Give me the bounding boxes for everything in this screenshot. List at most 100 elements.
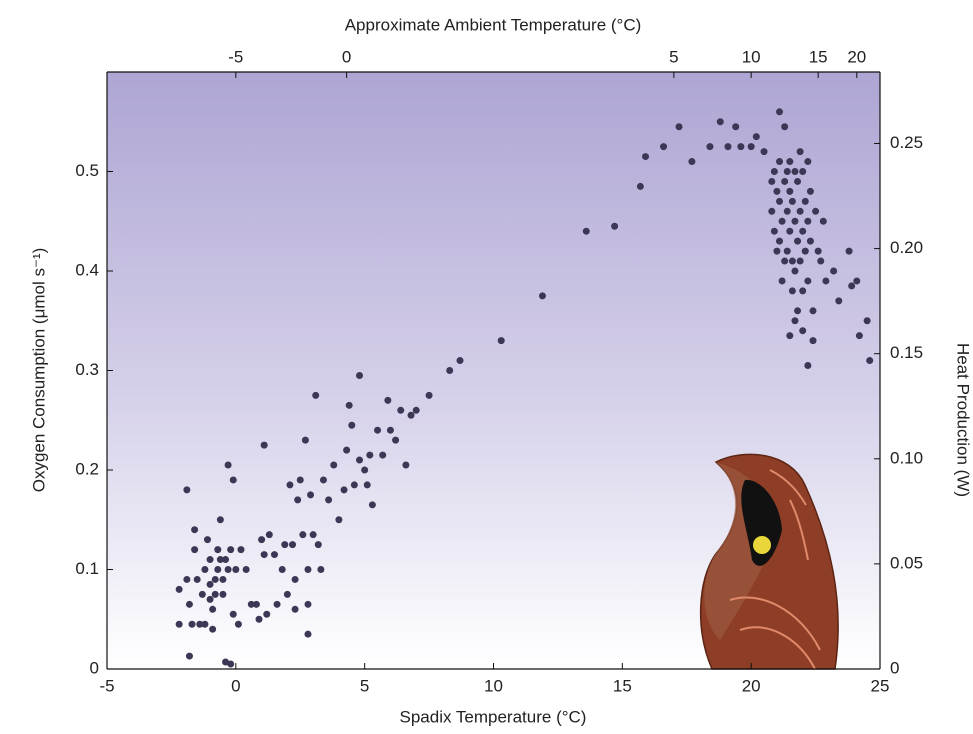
point bbox=[304, 600, 312, 608]
point bbox=[863, 317, 871, 325]
point bbox=[214, 546, 222, 554]
point bbox=[247, 600, 255, 608]
y-tick-label: 0.2 bbox=[75, 459, 99, 478]
point bbox=[260, 551, 268, 559]
point bbox=[255, 615, 263, 623]
point bbox=[642, 153, 650, 161]
point bbox=[191, 526, 199, 534]
point bbox=[799, 327, 807, 335]
point bbox=[848, 282, 856, 290]
point bbox=[216, 556, 224, 564]
point bbox=[281, 541, 289, 549]
point bbox=[232, 566, 240, 573]
point bbox=[304, 630, 312, 638]
point bbox=[688, 158, 696, 166]
x2-tick-label: 15 bbox=[809, 47, 828, 66]
point bbox=[219, 590, 227, 598]
point bbox=[309, 531, 317, 539]
point bbox=[781, 123, 789, 131]
point bbox=[804, 217, 812, 225]
point bbox=[368, 501, 376, 509]
point bbox=[796, 148, 804, 156]
point bbox=[234, 620, 242, 628]
point bbox=[804, 362, 812, 370]
point bbox=[778, 277, 786, 285]
point bbox=[660, 143, 668, 151]
point bbox=[799, 287, 807, 295]
x2-tick-label: -5 bbox=[228, 47, 243, 66]
point bbox=[278, 566, 286, 573]
point bbox=[786, 187, 794, 195]
point bbox=[361, 466, 369, 474]
point bbox=[732, 123, 740, 131]
x2-tick-label: 20 bbox=[847, 47, 866, 66]
point bbox=[799, 168, 807, 175]
point bbox=[196, 620, 204, 628]
point bbox=[222, 556, 230, 564]
point bbox=[193, 575, 201, 583]
point bbox=[345, 401, 353, 409]
point bbox=[794, 177, 802, 185]
y-tick-label: 0.3 bbox=[75, 360, 99, 379]
point bbox=[386, 426, 394, 434]
point bbox=[392, 436, 400, 444]
point bbox=[778, 217, 786, 225]
point bbox=[724, 143, 732, 151]
y2-tick-label: 0.25 bbox=[890, 133, 923, 152]
point bbox=[806, 187, 814, 195]
point bbox=[636, 182, 644, 190]
point bbox=[791, 217, 799, 225]
point bbox=[325, 496, 333, 504]
point bbox=[265, 531, 273, 539]
point bbox=[855, 332, 863, 340]
point bbox=[307, 491, 315, 499]
point bbox=[783, 207, 791, 215]
y2-tick-label: 0.15 bbox=[890, 343, 923, 362]
point bbox=[291, 575, 299, 583]
point bbox=[286, 481, 294, 489]
point bbox=[211, 575, 219, 583]
point bbox=[229, 476, 237, 484]
point bbox=[183, 575, 191, 583]
point bbox=[812, 207, 820, 215]
x-tick-label: 15 bbox=[613, 676, 632, 695]
point bbox=[224, 566, 232, 573]
point bbox=[188, 620, 196, 628]
point bbox=[786, 158, 794, 166]
point bbox=[781, 257, 789, 265]
point bbox=[796, 207, 804, 215]
x-axis-title: Spadix Temperature (°C) bbox=[400, 707, 587, 726]
point bbox=[340, 486, 348, 494]
point bbox=[776, 108, 784, 116]
point bbox=[425, 391, 433, 399]
point bbox=[752, 133, 760, 141]
point bbox=[227, 546, 235, 554]
point bbox=[737, 143, 745, 151]
x-tick-label: 10 bbox=[484, 676, 503, 695]
point bbox=[227, 660, 235, 668]
point bbox=[214, 566, 222, 573]
point bbox=[783, 247, 791, 255]
point bbox=[706, 143, 714, 151]
point bbox=[185, 600, 193, 608]
y2-axis-title: Heat Production (W) bbox=[954, 343, 973, 497]
point bbox=[407, 411, 415, 419]
y2-tick-label: 0 bbox=[890, 658, 899, 677]
point bbox=[397, 406, 405, 414]
point bbox=[206, 595, 214, 603]
x2-tick-label: 5 bbox=[669, 47, 678, 66]
plant-illustration bbox=[699, 453, 839, 670]
point bbox=[817, 257, 825, 265]
point bbox=[801, 247, 809, 255]
x-tick-label: 0 bbox=[231, 676, 240, 695]
point bbox=[773, 247, 781, 255]
point bbox=[412, 406, 420, 414]
point bbox=[791, 267, 799, 275]
point bbox=[783, 168, 791, 175]
point bbox=[796, 257, 804, 265]
point bbox=[356, 456, 364, 464]
point bbox=[747, 143, 755, 151]
point bbox=[830, 267, 838, 275]
point bbox=[853, 277, 861, 285]
point bbox=[814, 247, 822, 255]
